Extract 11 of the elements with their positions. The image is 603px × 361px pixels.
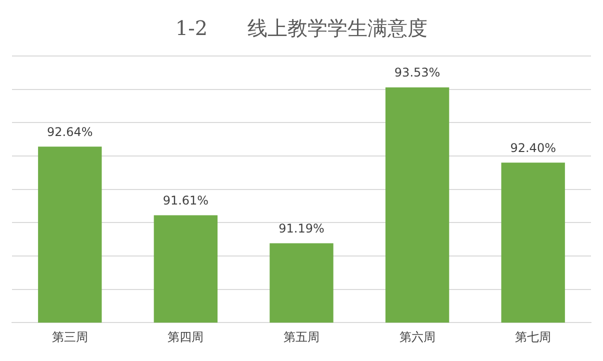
chart-title: 1-2 线上教学学生满意度	[175, 16, 428, 40]
x-tick-label: 第五周	[284, 330, 320, 344]
data-label: 91.61%	[162, 193, 209, 208]
data-label: 91.19%	[278, 221, 324, 236]
x-tick-label: 第六周	[399, 330, 436, 344]
data-label: 92.64%	[47, 124, 93, 139]
x-tick-label: 第四周	[168, 330, 204, 344]
data-label: 93.53%	[394, 65, 440, 80]
data-label: 92.40%	[510, 140, 556, 155]
x-tick-label: 第三周	[52, 330, 88, 344]
x-tick-label: 第七周	[515, 330, 552, 344]
